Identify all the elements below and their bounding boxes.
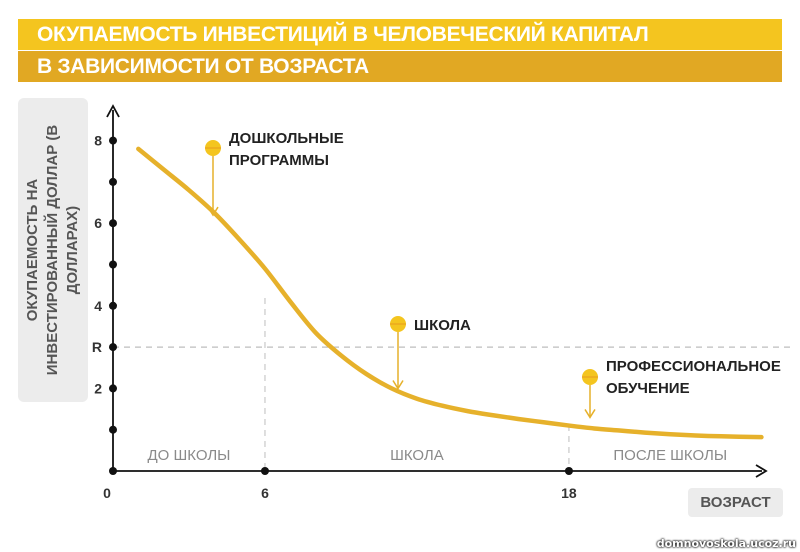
y-tick-dot bbox=[109, 136, 117, 145]
x-tick-dot bbox=[564, 467, 573, 475]
y-tick-dot bbox=[109, 343, 117, 352]
annotation-arrow-head bbox=[207, 206, 219, 217]
y-tick-label: 8 bbox=[94, 133, 102, 149]
stage-label: ПОСЛЕ ШКОЛЫ bbox=[613, 447, 727, 464]
annotation-label: ПРОГРАММЫ bbox=[229, 152, 329, 169]
annotation-label: ДОШКОЛЬНЫЕ bbox=[229, 130, 344, 147]
x-tick-label: 18 bbox=[561, 485, 577, 501]
stage-label: ДО ШКОЛЫ bbox=[148, 447, 231, 464]
chart-title-line-1: ОКУПАЕМОСТЬ ИНВЕСТИЦИЙ В ЧЕЛОВЕЧЕСКИЙ КА… bbox=[18, 19, 782, 50]
y-tick-dot bbox=[109, 425, 117, 434]
x-axis-label: ВОЗРАСТ bbox=[688, 488, 783, 517]
y-tick-label: 6 bbox=[94, 215, 102, 231]
annotation-arrow-head bbox=[584, 409, 596, 419]
y-axis-arrow bbox=[106, 104, 120, 118]
x-tick-label: 6 bbox=[261, 485, 269, 501]
y-tick-dot bbox=[109, 301, 117, 310]
x-tick-label: 0 bbox=[103, 485, 111, 501]
y-tick-label: 4 bbox=[94, 298, 102, 314]
return-curve-line bbox=[136, 146, 764, 440]
x-tick-dot bbox=[109, 467, 117, 475]
chart-title-line-2: В ЗАВИСИМОСТИ ОТ ВОЗРАСТА bbox=[18, 51, 782, 82]
y-tick-dot bbox=[109, 384, 117, 393]
annotation-label: ОБУЧЕНИЕ bbox=[606, 380, 690, 397]
y-tick-dot bbox=[109, 219, 117, 228]
stage-label: ШКОЛА bbox=[390, 447, 444, 464]
annotation-label: ПРОФЕССИОНАЛЬНОЕ bbox=[606, 358, 781, 375]
x-tick-dot bbox=[260, 467, 269, 475]
annotation-arrow-head bbox=[392, 380, 404, 390]
y-tick-label: R bbox=[92, 339, 102, 355]
annotation-label: ШКОЛА bbox=[414, 317, 471, 334]
watermark-text: domnovoskola.ucoz.ru bbox=[656, 537, 796, 550]
x-axis-arrow bbox=[755, 464, 768, 478]
y-tick-dot bbox=[109, 177, 117, 186]
y-tick-label: 2 bbox=[94, 380, 102, 396]
y-axis-label-box bbox=[18, 98, 88, 402]
y-tick-dot bbox=[109, 260, 117, 269]
